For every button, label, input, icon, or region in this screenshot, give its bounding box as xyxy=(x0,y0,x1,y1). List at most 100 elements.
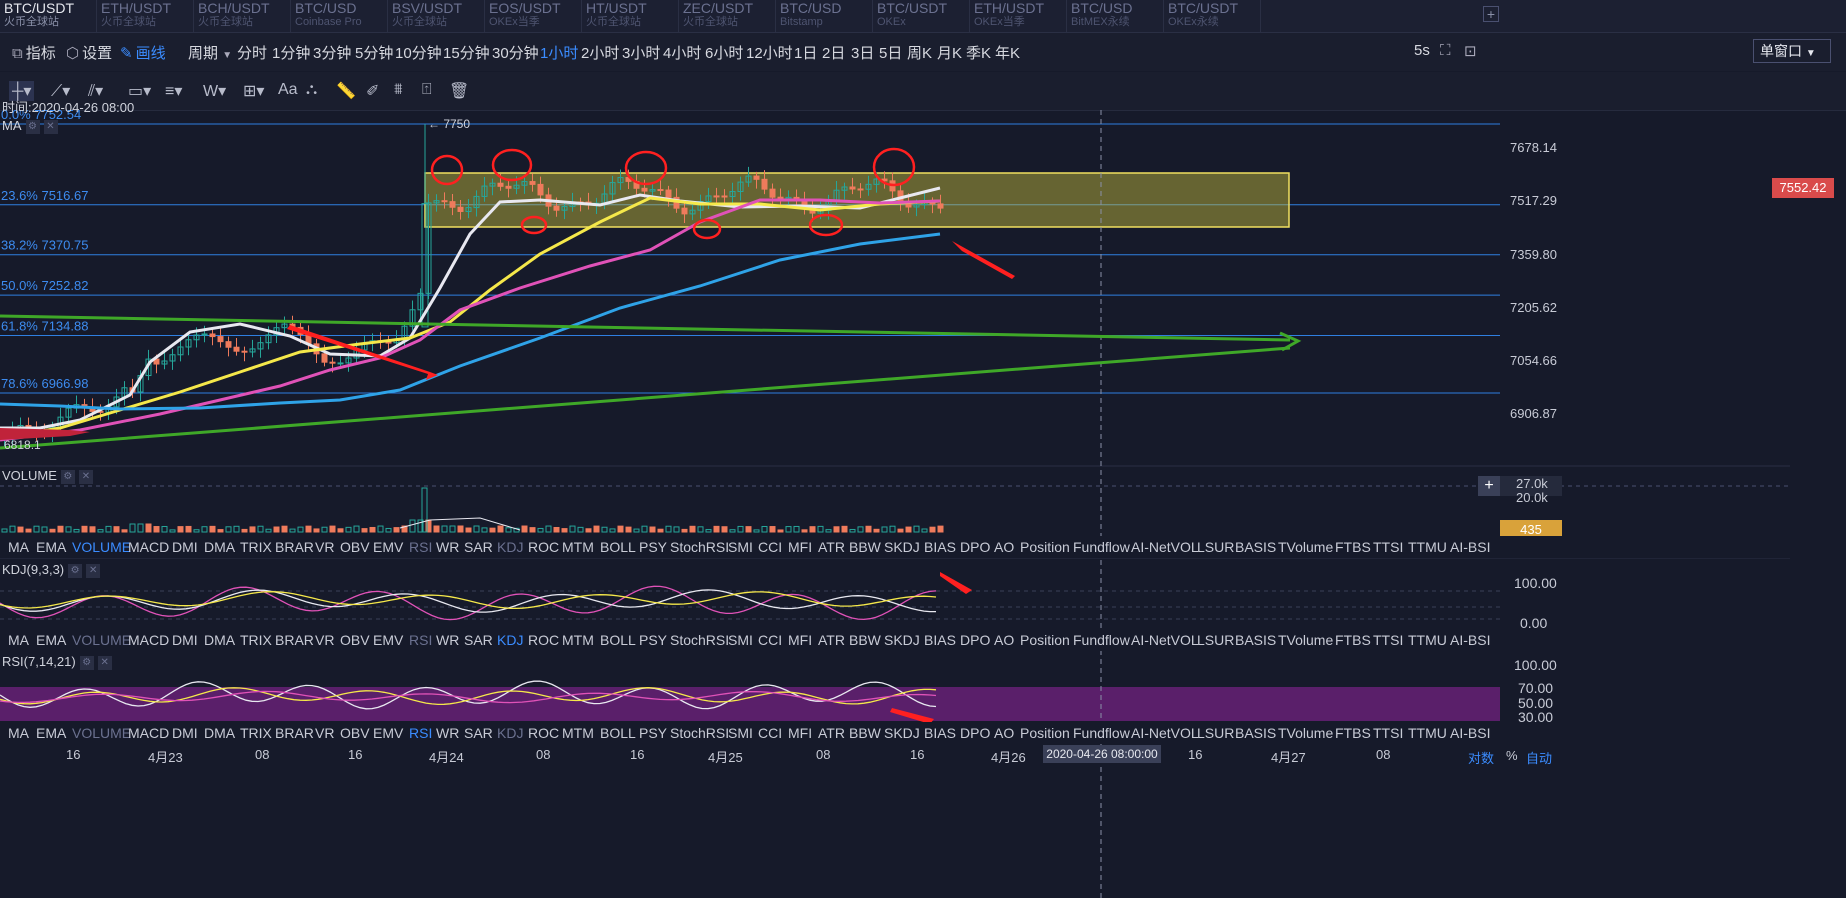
percent-scale-toggle[interactable]: % xyxy=(1506,748,1518,763)
indicator-boll[interactable]: BOLL xyxy=(600,539,636,555)
indicator-cci[interactable]: CCI xyxy=(758,539,783,555)
indicator-sar[interactable]: SAR xyxy=(464,632,493,648)
indicator-psy[interactable]: PSY xyxy=(639,725,668,741)
gear-icon[interactable]: ⚙ xyxy=(79,655,94,670)
indicator-sar[interactable]: SAR xyxy=(464,539,493,555)
text-tool[interactable]: Aa xyxy=(278,81,298,98)
symbol-tab[interactable]: EOS/USDT OKEx当季 xyxy=(485,0,582,32)
gear-icon[interactable]: ⚙ xyxy=(60,469,75,484)
indicator-dma[interactable]: DMA xyxy=(204,725,236,741)
indicator-fundflow[interactable]: Fundflow xyxy=(1073,632,1130,648)
log-scale-toggle[interactable]: 对数 xyxy=(1468,751,1495,766)
indicator-boll[interactable]: BOLL xyxy=(600,632,636,648)
indicator-macd[interactable]: MACD xyxy=(128,632,170,648)
indicator-tvolume[interactable]: TVolume xyxy=(1278,725,1334,741)
indicator-skdj[interactable]: SKDJ xyxy=(884,725,920,741)
close-icon[interactable]: ✕ xyxy=(97,655,112,670)
pattern-tool-icon[interactable]: ⛬ xyxy=(306,81,318,98)
indicator-fundflow[interactable]: Fundflow xyxy=(1073,725,1130,741)
indicator-ma[interactable]: MA xyxy=(8,632,29,648)
line-tool-icon[interactable]: ⟋▾ xyxy=(51,83,71,100)
indicator-atr[interactable]: ATR xyxy=(818,539,845,555)
indicator-emv[interactable]: EMV xyxy=(373,725,404,741)
indicator-ftbs[interactable]: FTBS xyxy=(1335,725,1371,741)
indicator-psy[interactable]: PSY xyxy=(639,632,668,648)
indicator-brar[interactable]: BRAR xyxy=(275,725,314,741)
wave-tool[interactable]: W▾ xyxy=(203,83,227,100)
indicator-dma[interactable]: DMA xyxy=(204,539,236,555)
indicator-ai-netvol[interactable]: AI-NetVOL xyxy=(1131,632,1199,648)
indicator-mfi[interactable]: MFI xyxy=(788,632,813,648)
indicator-bias[interactable]: BIAS xyxy=(924,539,956,555)
indicator-fundflow[interactable]: Fundflow xyxy=(1073,539,1130,555)
indicator-lsur[interactable]: LSUR xyxy=(1197,632,1235,648)
symbol-tab[interactable]: ETH/USDT OKEx当季 xyxy=(970,0,1067,32)
period-17[interactable]: 周K xyxy=(907,45,933,62)
indicator-basis[interactable]: BASIS xyxy=(1235,725,1277,741)
period-15[interactable]: 3日 xyxy=(851,45,875,62)
symbol-tab[interactable]: BCH/USDT 火币全球站 xyxy=(194,0,291,32)
period-16[interactable]: 5日 xyxy=(879,45,903,62)
indicator-tvolume[interactable]: TVolume xyxy=(1278,539,1334,555)
indicator-psy[interactable]: PSY xyxy=(639,539,668,555)
close-icon[interactable]: ✕ xyxy=(86,563,101,578)
indicator-cci[interactable]: CCI xyxy=(758,632,783,648)
indicator-ai-bsi[interactable]: AI-BSI xyxy=(1450,539,1491,555)
indicator-trix[interactable]: TRIX xyxy=(240,632,272,648)
indicator-mfi[interactable]: MFI xyxy=(788,725,813,741)
indicator-ma[interactable]: MA xyxy=(8,725,29,741)
add-button[interactable]: + xyxy=(1478,476,1500,496)
indicator-ema[interactable]: EMA xyxy=(36,632,67,648)
indicator-obv[interactable]: OBV xyxy=(340,539,370,555)
indicator-dmi[interactable]: DMI xyxy=(172,632,198,648)
rectangle-tool-icon[interactable]: ▭▾ xyxy=(128,83,152,100)
indicator-ema[interactable]: EMA xyxy=(36,725,67,741)
indicator-bias[interactable]: BIAS xyxy=(924,632,956,648)
refresh-interval[interactable]: 5s xyxy=(1414,42,1430,59)
indicator-ma[interactable]: MA xyxy=(8,539,29,555)
indicator-dpo[interactable]: DPO xyxy=(960,632,991,648)
indicator-ftbs[interactable]: FTBS xyxy=(1335,539,1371,555)
indicator-brar[interactable]: BRAR xyxy=(275,539,314,555)
indicator-lsur[interactable]: LSUR xyxy=(1197,725,1235,741)
indicator-ttsi[interactable]: TTSI xyxy=(1373,632,1404,648)
indicator-stochrsi[interactable]: StochRSI xyxy=(670,539,730,555)
indicator-dpo[interactable]: DPO xyxy=(960,725,991,741)
indicator-dpo[interactable]: DPO xyxy=(960,539,991,555)
indicator-brar[interactable]: BRAR xyxy=(275,632,314,648)
indicator-ai-bsi[interactable]: AI-BSI xyxy=(1450,632,1491,648)
indicator-tvolume[interactable]: TVolume xyxy=(1278,632,1334,648)
indicator-ao[interactable]: AO xyxy=(994,725,1015,741)
add-tab-button[interactable]: + xyxy=(1483,6,1499,22)
indicator-vr[interactable]: VR xyxy=(315,539,335,555)
period-2[interactable]: 3分钟 xyxy=(313,45,352,62)
indicator-ftbs[interactable]: FTBS xyxy=(1335,632,1371,648)
indicator-position[interactable]: Position xyxy=(1020,725,1070,741)
trash-icon[interactable]: 🗑 xyxy=(449,83,470,100)
period-dropdown[interactable]: 周期 ▼ xyxy=(188,42,232,63)
indicator-rsi[interactable]: RSI xyxy=(409,725,433,741)
settings-button[interactable]: ⬡ 设置 xyxy=(66,42,112,63)
indicator-ttsi[interactable]: TTSI xyxy=(1373,725,1404,741)
indicator-wr[interactable]: WR xyxy=(436,632,460,648)
period-13[interactable]: 1日 xyxy=(794,45,818,62)
fullscreen-icon[interactable]: ⛶ xyxy=(1440,42,1451,59)
indicator-mtm[interactable]: MTM xyxy=(562,632,594,648)
indicator-obv[interactable]: OBV xyxy=(340,725,370,741)
indicator-ai-netvol[interactable]: AI-NetVOL xyxy=(1131,539,1199,555)
magnet-icon[interactable]: ⩩ xyxy=(394,81,403,98)
indicator-ttmu[interactable]: TTMU xyxy=(1408,539,1447,555)
period-3[interactable]: 5分钟 xyxy=(355,45,394,62)
period-11[interactable]: 6小时 xyxy=(705,45,744,62)
symbol-tab[interactable]: BTC/USDT 火币全球站 xyxy=(0,0,97,32)
period-20[interactable]: 年K xyxy=(995,45,1021,62)
indicator-smi[interactable]: SMI xyxy=(728,539,753,555)
indicator-sar[interactable]: SAR xyxy=(464,725,493,741)
symbol-tab[interactable]: BTC/USD Bitstamp xyxy=(776,0,873,32)
indicator-obv[interactable]: OBV xyxy=(340,632,370,648)
indicator-vr[interactable]: VR xyxy=(315,725,335,741)
indicator-atr[interactable]: ATR xyxy=(818,632,845,648)
window-mode-select[interactable]: 单窗口 ▼ xyxy=(1753,39,1831,63)
period-14[interactable]: 2日 xyxy=(822,45,846,62)
indicator-wr[interactable]: WR xyxy=(436,539,460,555)
